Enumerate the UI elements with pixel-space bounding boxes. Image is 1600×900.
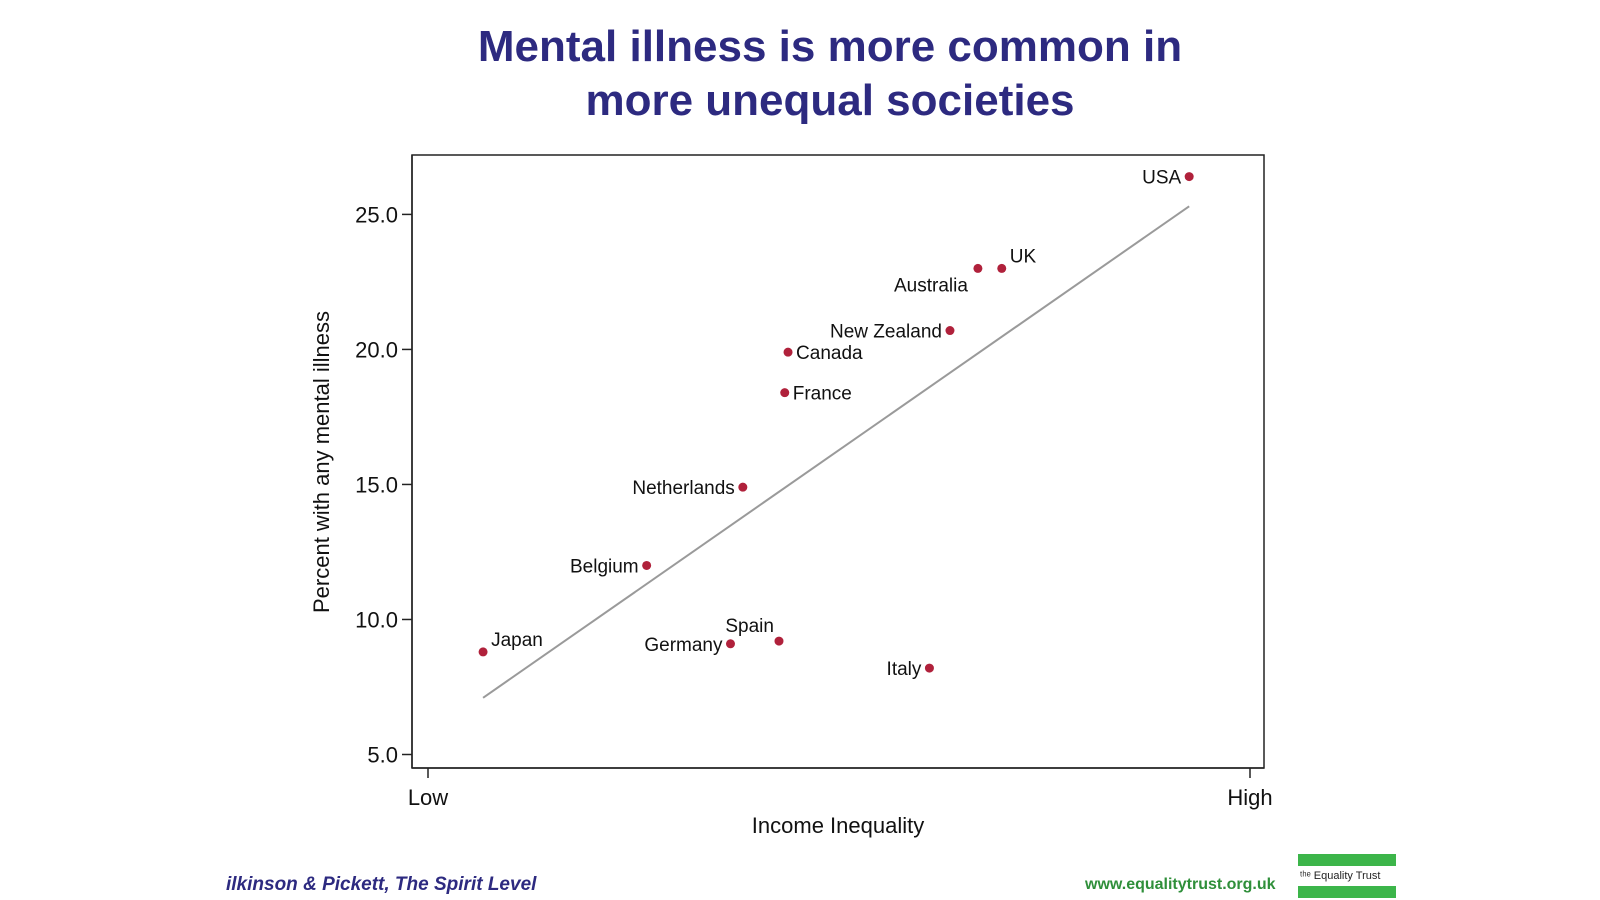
point-label-netherlands: Netherlands <box>632 478 734 499</box>
x-tick-label: High <box>1227 785 1272 810</box>
point-label-canada: Canada <box>796 343 863 364</box>
citation-text: ilkinson & Pickett, The Spirit Level <box>226 874 537 895</box>
data-point-italy <box>924 663 934 673</box>
title-line-1: Mental illness is more common in <box>477 22 1183 71</box>
data-point-uk <box>997 263 1007 273</box>
logo-text: ᵗʰᵉ Equality Trust <box>1300 870 1381 882</box>
point-label-belgium: Belgium <box>570 556 639 577</box>
point-label-japan: Japan <box>491 630 543 651</box>
data-point-france <box>780 388 790 398</box>
trend-line <box>482 205 1190 699</box>
point-label-new-zealand: New Zealand <box>830 322 942 343</box>
y-tick-label: 10.0 <box>355 607 398 632</box>
point-label-usa: USA <box>1142 168 1181 189</box>
y-ticks: 5.0 10.0 15.0 20.0 25.0 <box>355 202 412 767</box>
data-point-japan <box>478 647 488 657</box>
y-tick-label: 5.0 <box>367 742 398 767</box>
data-point-belgium <box>642 560 652 570</box>
plot-frame <box>411 154 1265 769</box>
data-point-germany <box>725 639 735 649</box>
data-point-new-zealand <box>945 326 955 336</box>
y-tick-label: 20.0 <box>355 337 398 362</box>
x-tick-label: Low <box>408 785 448 810</box>
slide-title: Mental illness is more common in more un… <box>0 20 1600 128</box>
point-label-australia: Australia <box>894 275 968 296</box>
data-point-canada <box>783 347 793 357</box>
point-label-france: France <box>793 384 852 405</box>
y-axis-title: Percent with any mental illness <box>309 311 334 613</box>
y-tick-label: 25.0 <box>355 202 398 227</box>
data-point-usa <box>1184 172 1194 182</box>
point-label-spain: Spain <box>725 616 774 637</box>
trend-line-group <box>482 205 1190 699</box>
point-label-uk: UK <box>1010 246 1037 267</box>
data-point-australia <box>973 263 983 273</box>
point-label-italy: Italy <box>887 659 922 680</box>
website-link[interactable]: www.equalitytrust.org.uk <box>1085 876 1276 893</box>
y-tick-label: 15.0 <box>355 472 398 497</box>
data-point-netherlands <box>738 482 748 492</box>
logo-bar-bottom <box>1298 886 1396 898</box>
logo-bar-top <box>1298 854 1396 866</box>
point-label-germany: Germany <box>644 635 723 656</box>
title-line-2: more unequal societies <box>585 76 1075 125</box>
x-axis-title: Income Inequality <box>752 813 924 838</box>
data-point-spain <box>774 636 784 646</box>
x-ticks: Low High <box>408 768 1273 810</box>
equality-trust-logo: ᵗʰᵉ Equality Trust <box>1298 854 1396 898</box>
